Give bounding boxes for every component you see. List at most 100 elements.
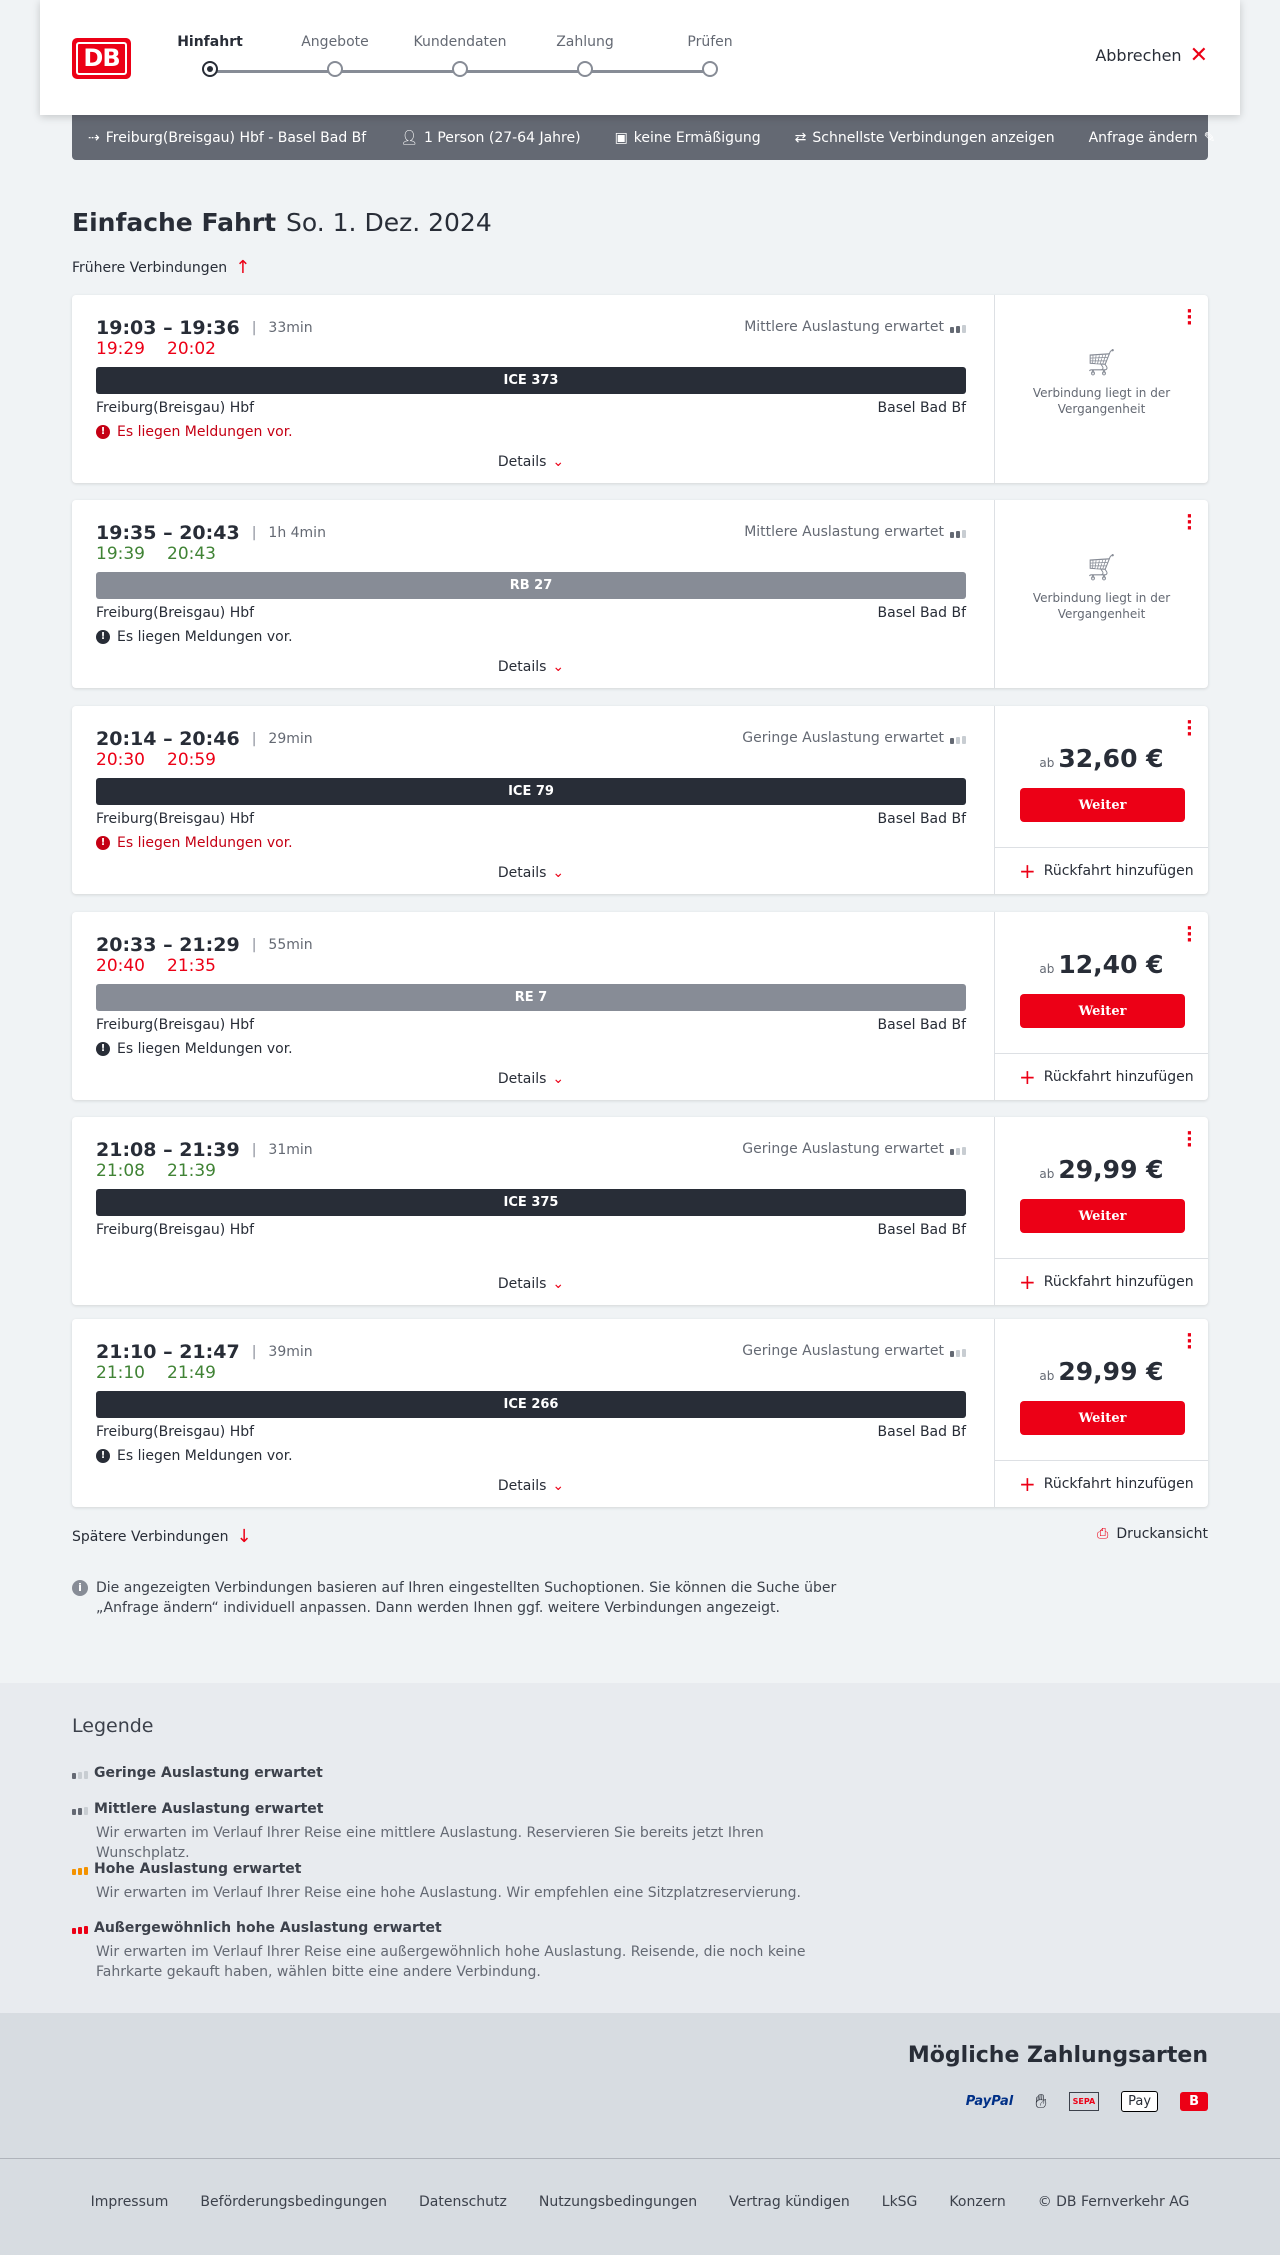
- realtime-times: 21:10 21:49: [96, 1363, 216, 1383]
- more-options-icon[interactable]: · · ·: [1186, 1123, 1193, 1156]
- chevron-down-icon: ⌄: [552, 659, 565, 675]
- add-return-trip-button[interactable]: + Rückfahrt hinzufügen: [1019, 1065, 1194, 1089]
- search-summary-bar: ⇢ Freiburg(Breisgau) Hbf - Basel Bad Bf 👤…: [72, 115, 1215, 160]
- departure-station: Freiburg(Breisgau) Hbf: [96, 605, 255, 621]
- more-options-icon[interactable]: · · ·: [1186, 1325, 1193, 1358]
- footer-link[interactable]: Beförderungsbedingungen: [200, 2194, 387, 2210]
- footer-link[interactable]: Vertrag kündigen: [729, 2194, 850, 2210]
- scheduled-times: 20:14 – 20:46: [96, 728, 240, 750]
- details-toggle[interactable]: Details ⌄: [497, 1276, 565, 1292]
- occupancy-icon: [72, 1922, 88, 1934]
- details-toggle[interactable]: Details ⌄: [497, 454, 565, 470]
- later-connections-link[interactable]: Spätere Verbindungen ↓: [72, 1526, 252, 1547]
- past-connection-notice: 🛒︎ Verbindung liegt in der Vergangenheit: [995, 555, 1208, 622]
- continue-button[interactable]: Weiter: [1020, 1199, 1185, 1233]
- chevron-down-icon: ⌄: [552, 865, 565, 881]
- db-bonus-icon: B: [1180, 2091, 1208, 2111]
- earlier-connections-link[interactable]: Frühere Verbindungen ↑: [72, 257, 251, 278]
- occupancy-icon: [950, 732, 966, 744]
- train-bar[interactable]: ICE 79: [96, 778, 966, 805]
- plus-icon: +: [1019, 1270, 1036, 1294]
- train-bar[interactable]: RE 7: [96, 984, 966, 1011]
- continue-button[interactable]: Weiter: [1020, 788, 1185, 822]
- chevron-down-icon: ⌄: [552, 1276, 565, 1292]
- alert-icon: !: [96, 630, 110, 644]
- train-bar[interactable]: ICE 375: [96, 1189, 966, 1216]
- details-toggle[interactable]: Details ⌄: [497, 659, 565, 675]
- connection-card: 20:33 – 21:29 | 55min 20:40 21:35 RE 7 Frei…: [72, 912, 1208, 1100]
- add-return-trip-button[interactable]: + Rückfahrt hinzufügen: [1019, 1270, 1194, 1294]
- more-options-icon[interactable]: · · ·: [1186, 918, 1193, 951]
- connection-card: 21:08 – 21:39 | 31min Geringe Auslastung e…: [72, 1117, 1208, 1305]
- continue-button[interactable]: Weiter: [1020, 1401, 1185, 1435]
- legend-item: Geringe Auslastung erwartet: [72, 1765, 323, 1781]
- legend-item: Außergewöhnlich hohe Auslastung erwartet…: [72, 1920, 856, 1982]
- db-logo[interactable]: DB: [72, 38, 131, 79]
- info-note: i Die angezeigten Verbindungen basieren a…: [72, 1578, 872, 1618]
- add-return-trip-button[interactable]: + Rückfahrt hinzufügen: [1019, 859, 1194, 883]
- filter-icon: ⇄: [794, 129, 807, 146]
- alert-icon: !: [96, 1449, 110, 1463]
- departure-station: Freiburg(Breisgau) Hbf: [96, 1017, 255, 1033]
- step-indicator: [327, 61, 343, 77]
- occupancy-info: Geringe Auslastung erwartet: [742, 1343, 966, 1359]
- message-notice: ! Es liegen Meldungen vor.: [96, 629, 293, 645]
- occupancy-icon: [72, 1767, 88, 1779]
- chevron-down-icon: ⌄: [552, 454, 565, 470]
- cancel-button[interactable]: Abbrechen ✕: [1095, 42, 1208, 68]
- apple-pay-icon: Pay: [1121, 2090, 1159, 2112]
- more-options-icon[interactable]: · · ·: [1186, 712, 1193, 745]
- footer-link[interactable]: LkSG: [881, 2194, 918, 2210]
- occupancy-info: Geringe Auslastung erwartet: [742, 730, 966, 746]
- message-notice: ! Es liegen Meldungen vor.: [96, 424, 293, 440]
- connection-card: 19:35 – 20:43 | 1h 4min Mittlere Auslastun…: [72, 500, 1208, 688]
- footer: Impressum Beförderungsbedingungen Datensch…: [0, 2158, 1280, 2255]
- duration: 31min: [268, 1142, 313, 1158]
- payment-section: Mögliche Zahlungsarten PayPal ✋︎ SEPA Pa…: [0, 2013, 1280, 2158]
- step-indicator: [702, 61, 718, 77]
- arrival-station: Basel Bad Bf: [877, 1222, 966, 1238]
- footer-link[interactable]: Datenschutz: [418, 2194, 507, 2210]
- footer-link[interactable]: © DB Fernverkehr AG: [1037, 2194, 1190, 2210]
- step-3: Zahlung: [525, 34, 645, 77]
- add-return-trip-button[interactable]: + Rückfahrt hinzufügen: [1019, 1472, 1194, 1496]
- step-indicator: [577, 61, 593, 77]
- footer-link[interactable]: Nutzungsbedingungen: [538, 2194, 698, 2210]
- footer-link[interactable]: Konzern: [949, 2194, 1006, 2210]
- arrival-station: Basel Bad Bf: [877, 605, 966, 621]
- plus-icon: +: [1019, 859, 1036, 883]
- occupancy-icon: [950, 1345, 966, 1357]
- fastest-option[interactable]: ⇄ Schnellste Verbindungen anzeigen: [794, 129, 1055, 146]
- train-bar[interactable]: RB 27: [96, 572, 966, 599]
- occupancy-info: Mittlere Auslastung erwartet: [744, 524, 966, 540]
- details-toggle[interactable]: Details ⌄: [497, 865, 565, 881]
- duration: 55min: [268, 937, 313, 953]
- occupancy-info: Geringe Auslastung erwartet: [742, 1141, 966, 1157]
- more-options-icon[interactable]: · · ·: [1186, 506, 1193, 539]
- scheduled-times: 21:10 – 21:47: [96, 1341, 240, 1363]
- more-options-icon[interactable]: · · ·: [1186, 301, 1193, 334]
- train-bar[interactable]: ICE 373: [96, 367, 966, 394]
- continue-button[interactable]: Weiter: [1020, 994, 1185, 1028]
- duration: 33min: [268, 320, 313, 336]
- print-view-link[interactable]: ⎙ Druckansicht: [1097, 1526, 1208, 1542]
- divider: [995, 1053, 1208, 1054]
- cart-unavailable-icon: 🛒︎: [1084, 348, 1118, 378]
- footer-link[interactable]: Impressum: [90, 2194, 169, 2210]
- price: ab 12,40 €: [1039, 950, 1164, 979]
- details-toggle[interactable]: Details ⌄: [497, 1478, 565, 1494]
- occupancy-icon: [72, 1863, 88, 1875]
- departure-station: Freiburg(Breisgau) Hbf: [96, 811, 255, 827]
- edit-request-button[interactable]: Anfrage ändern ✎: [1088, 129, 1216, 146]
- route-arrow-icon: ⇢: [88, 129, 100, 146]
- info-icon: i: [72, 1580, 88, 1596]
- page-title: Einfache Fahrt So. 1. Dez. 2024: [72, 208, 492, 237]
- details-toggle[interactable]: Details ⌄: [497, 1071, 565, 1087]
- credit-card-icon: ✋︎: [1035, 2089, 1047, 2113]
- connection-card: 20:14 – 20:46 | 29min Geringe Auslastung e…: [72, 706, 1208, 894]
- past-connection-notice: 🛒︎ Verbindung liegt in der Vergangenheit: [995, 348, 1208, 417]
- train-bar[interactable]: ICE 266: [96, 1391, 966, 1418]
- occupancy-icon: [950, 526, 966, 538]
- duration: 39min: [268, 1344, 313, 1360]
- duration: 29min: [268, 731, 313, 747]
